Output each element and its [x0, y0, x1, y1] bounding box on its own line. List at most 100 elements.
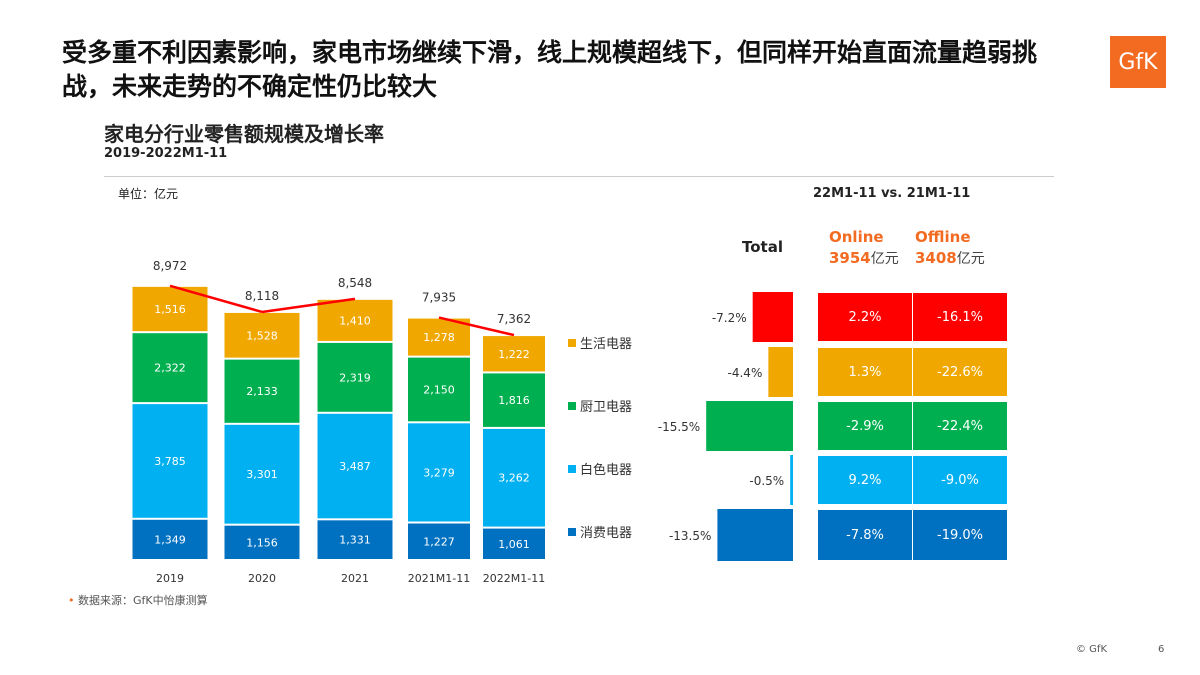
unit-label: 单位：亿元	[118, 187, 179, 201]
bar-segment	[132, 519, 208, 559]
total-change-label: -7.2%	[712, 311, 747, 325]
total-change-bar	[717, 509, 793, 561]
legend-label: 生活电器	[580, 337, 632, 352]
total-change-bar	[790, 455, 793, 505]
bar-segment	[483, 528, 545, 559]
total-label: 7,935	[422, 291, 456, 305]
total-change-bar	[768, 347, 793, 397]
offline-growth-cell: -22.6%	[913, 348, 1007, 396]
trend-line	[261, 297, 356, 314]
total-label: 7,362	[497, 312, 531, 326]
segment-label: 1,156	[246, 536, 278, 549]
segment-label: 1,331	[339, 534, 371, 547]
bar-segment	[317, 413, 393, 519]
page-number: 6	[1158, 644, 1165, 655]
total-change-label: -4.4%	[728, 366, 763, 380]
offline-label: Offline	[915, 228, 971, 246]
total-label: 8,972	[153, 259, 187, 273]
legend-swatch	[568, 402, 576, 410]
segment-label: 1,528	[246, 329, 278, 342]
bar-segment	[483, 336, 545, 372]
gfk-logo: GfK	[1110, 36, 1166, 88]
x-tick-label: 2019	[156, 572, 184, 585]
bar-segment	[132, 404, 208, 518]
legend-swatch	[568, 339, 576, 347]
bar-segment	[408, 357, 470, 422]
x-tick-label: 2021M1-11	[408, 572, 470, 585]
segment-label: 2,322	[154, 362, 186, 375]
bar-segment	[408, 318, 470, 356]
segment-label: 1,349	[154, 533, 186, 546]
bar-segment	[224, 312, 300, 358]
bar-segment	[317, 342, 393, 412]
online-growth-cell: 9.2%	[818, 456, 912, 504]
total-change-label: -15.5%	[658, 420, 700, 434]
offline-unit: 亿元	[956, 251, 985, 267]
total-change-label: -13.5%	[669, 529, 711, 543]
bar-segment	[408, 423, 470, 522]
x-tick-label: 2020	[248, 572, 276, 585]
total-label: 8,548	[338, 276, 372, 290]
segment-label: 1,816	[498, 394, 530, 407]
total-change-bar	[752, 292, 793, 342]
bar-segment	[132, 333, 208, 403]
bar-segment	[483, 428, 545, 527]
total-change-bar	[706, 401, 793, 451]
total-heading: Total	[742, 238, 783, 256]
chart-subtitle: 2019-2022M1-11	[104, 146, 228, 161]
segment-label: 1,061	[498, 538, 530, 551]
comparison-label: 22M1-11 vs. 21M1-11	[813, 186, 971, 201]
bar-segment	[224, 424, 300, 524]
trend-line	[169, 284, 263, 314]
headline: 受多重不利因素影响，家电市场继续下滑，线上规模超线下，但同样开始直面流量趋弱挑战…	[62, 38, 1038, 101]
segment-label: 1,222	[498, 348, 530, 361]
trend-line	[438, 316, 515, 337]
segment-label: 1,410	[339, 314, 371, 327]
segment-label: 3,487	[339, 460, 371, 473]
online-header: Online 3954亿元	[829, 227, 899, 270]
legend-swatch	[568, 465, 576, 473]
x-tick-label: 2022M1-11	[483, 572, 545, 585]
bullet: •	[68, 594, 75, 607]
bar-segment	[317, 299, 393, 341]
chart-title: 家电分行业零售额规模及增长率	[104, 122, 384, 146]
segment-label: 1,227	[423, 535, 455, 548]
segment-label: 1,516	[154, 303, 186, 316]
segment-label: 3,785	[154, 455, 186, 468]
online-amount: 3954	[829, 249, 871, 267]
source-note: • 数据来源：GfK中怡康测算	[68, 592, 208, 608]
online-growth-cell: 2.2%	[818, 293, 912, 341]
segment-label: 2,150	[423, 383, 455, 396]
segment-label: 2,319	[339, 371, 371, 384]
offline-growth-cell: -9.0%	[913, 456, 1007, 504]
source-text: 数据来源：GfK中怡康测算	[78, 594, 208, 607]
legend-swatch	[568, 528, 576, 536]
bar-segment	[408, 523, 470, 559]
offline-growth-cell: -19.0%	[913, 510, 1007, 560]
copyright: © GfK	[1076, 644, 1108, 655]
segment-label: 3,279	[423, 466, 455, 479]
bar-segment	[224, 525, 300, 559]
offline-growth-cell: -16.1%	[913, 293, 1007, 341]
online-label: Online	[829, 228, 884, 246]
total-label: 8,118	[245, 289, 279, 303]
segment-label: 3,301	[246, 468, 278, 481]
offline-growth-cell: -22.4%	[913, 402, 1007, 450]
segment-label: 1,278	[423, 331, 455, 344]
bar-segment	[224, 359, 300, 423]
legend-label: 白色电器	[580, 462, 632, 478]
online-growth-cell: -7.8%	[818, 510, 912, 560]
online-growth-cell: 1.3%	[818, 348, 912, 396]
divider	[104, 176, 1054, 177]
segment-label: 2,133	[246, 385, 278, 398]
legend-label: 消费电器	[580, 526, 632, 541]
offline-header: Offline 3408亿元	[915, 227, 985, 270]
x-tick-label: 2021	[341, 572, 369, 585]
total-change-label: -0.5%	[749, 474, 784, 488]
bar-segment	[483, 373, 545, 427]
legend-label: 厨卫电器	[580, 400, 632, 415]
online-unit: 亿元	[870, 251, 899, 267]
segment-label: 3,262	[498, 472, 530, 485]
offline-amount: 3408	[915, 249, 957, 267]
